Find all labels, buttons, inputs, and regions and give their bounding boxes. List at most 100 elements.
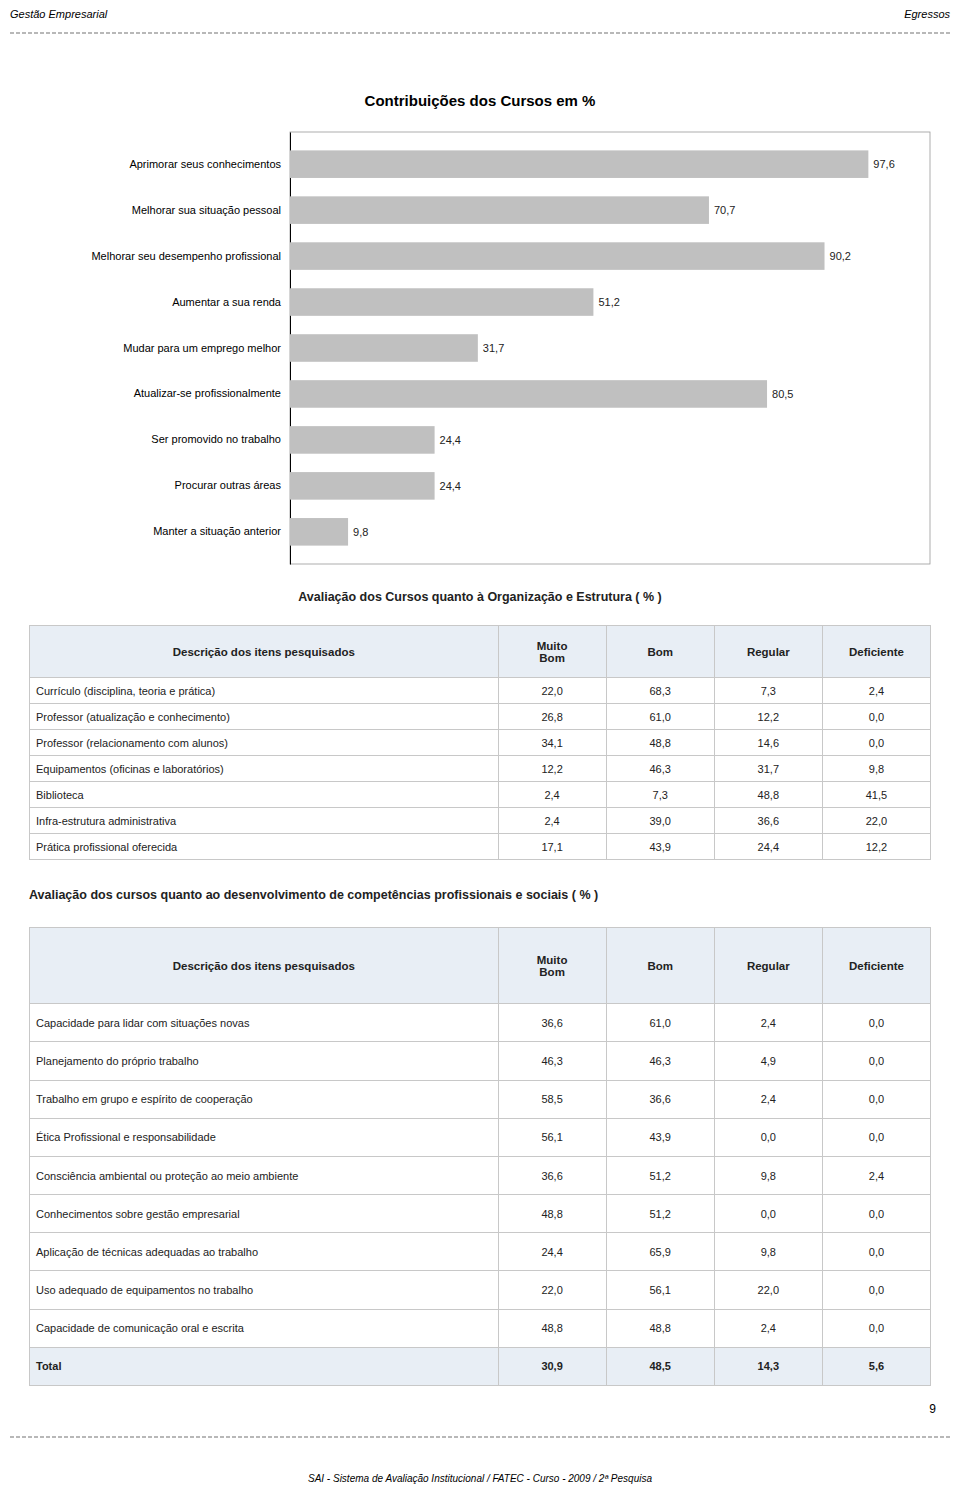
table-cell: 31,7: [714, 756, 822, 782]
table-cell: 48,8: [498, 1195, 606, 1233]
table-cell: 56,1: [498, 1118, 606, 1156]
y-tick: Melhorar sua situação pessoal: [132, 204, 281, 216]
table-cell: 39,0: [606, 808, 714, 834]
table-row: Infra-estrutura administrativa2,439,036,…: [30, 808, 931, 834]
table-header-cell: Bom: [606, 626, 714, 678]
table-total-cell: 14,3: [714, 1347, 822, 1385]
table-cell: 34,1: [498, 730, 606, 756]
table-cell: Currículo (disciplina, teoria e prática): [30, 678, 499, 704]
table-cell: 68,3: [606, 678, 714, 704]
y-tick-label: Melhorar seu desempenho profissional: [91, 250, 281, 262]
table-cell: 9,8: [822, 756, 930, 782]
data-label: 97,6: [873, 158, 894, 170]
table-cell: 12,2: [822, 834, 930, 860]
table-cell: 2,4: [498, 808, 606, 834]
table-cell: 61,0: [606, 1004, 714, 1042]
page-svg: Gestão EmpresarialEgressos9SAI - Sistema…: [0, 0, 960, 1507]
data-labels: 97,670,790,251,231,780,524,424,49,8: [353, 158, 895, 538]
table-header-cell: Deficiente: [822, 626, 930, 678]
table: Descrição dos itens pesquisadosMuito Bom…: [29, 625, 931, 860]
table-cell: 0,0: [822, 1004, 930, 1042]
table-cell: 48,8: [498, 1309, 606, 1347]
table-header-cell: Descrição dos itens pesquisados: [30, 928, 499, 1004]
table-cell: 24,4: [714, 834, 822, 860]
table-cell: 17,1: [498, 834, 606, 860]
table-header-row: Descrição dos itens pesquisadosMuito Bom…: [30, 928, 931, 1004]
plot-frame: [290, 132, 930, 564]
data-label: 24,4: [440, 434, 461, 446]
table-cell: 2,4: [498, 782, 606, 808]
table-cell: 48,8: [606, 730, 714, 756]
table-cell: Infra-estrutura administrativa: [30, 808, 499, 834]
y-tick-label: Aprimorar seus conhecimentos: [129, 158, 281, 170]
table-cell: 12,2: [498, 756, 606, 782]
data-label: 24,4: [440, 480, 461, 492]
table-header-row: Descrição dos itens pesquisadosMuito Bom…: [30, 626, 931, 678]
table-cell: 22,0: [822, 808, 930, 834]
table-cell: 58,5: [498, 1080, 606, 1118]
table-cell: 46,3: [606, 756, 714, 782]
table-cell: 22,0: [498, 678, 606, 704]
y-tick-label: Melhorar sua situação pessoal: [132, 204, 281, 216]
table-cell: 0,0: [822, 1195, 930, 1233]
table-row: Equipamentos (oficinas e laboratórios)12…: [30, 756, 931, 782]
table-cell: 0,0: [822, 1271, 930, 1309]
table-cell: 36,6: [498, 1156, 606, 1194]
table-cell: 36,6: [714, 808, 822, 834]
table-cell: 46,3: [498, 1042, 606, 1080]
table-cell: 22,0: [714, 1271, 822, 1309]
table-row: Planejamento do próprio trabalho46,346,3…: [30, 1042, 931, 1080]
table-cell: 0,0: [714, 1195, 822, 1233]
table-total-cell: 30,9: [498, 1347, 606, 1385]
y-tick-label: Atualizar-se profissionalmente: [134, 387, 281, 399]
data-label: 90,2: [830, 250, 851, 262]
table-cell: Professor (relacionamento com alunos): [30, 730, 499, 756]
table-cell: Professor (atualização e conhecimento): [30, 704, 499, 730]
table-cell: 9,8: [714, 1233, 822, 1271]
y-tick-label: Manter a situação anterior: [153, 525, 281, 537]
table-cell: 43,9: [606, 1118, 714, 1156]
bar: [290, 196, 709, 224]
table-cell: 36,6: [606, 1080, 714, 1118]
header-rule: [10, 33, 950, 34]
table-cell: 22,0: [498, 1271, 606, 1309]
table-row: Professor (atualização e conhecimento)26…: [30, 704, 931, 730]
table-cell: 51,2: [606, 1195, 714, 1233]
table-row: Uso adequado de equipamentos no trabalho…: [30, 1271, 931, 1309]
table-row: Aplicação de técnicas adequadas ao traba…: [30, 1233, 931, 1271]
table-cell: 0,0: [822, 704, 930, 730]
footer-text: SAI - Sistema de Avaliação Institucional…: [308, 1473, 652, 1484]
table-row: Consciência ambiental ou proteção ao mei…: [30, 1156, 931, 1194]
table-cell: 7,3: [606, 782, 714, 808]
table-row: Conhecimentos sobre gestão empresarial48…: [30, 1195, 931, 1233]
y-tick-label: Ser promovido no trabalho: [151, 433, 281, 445]
y-tick: Manter a situação anterior: [153, 525, 281, 537]
y-tick: Atualizar-se profissionalmente: [134, 387, 281, 399]
table-total-cell: Total: [30, 1347, 499, 1385]
table-cell: Prática profissional oferecida: [30, 834, 499, 860]
y-tick: Mudar para um emprego melhor: [123, 342, 281, 354]
table-cell: 0,0: [822, 1118, 930, 1156]
table-cell: 2,4: [714, 1309, 822, 1347]
bar: [290, 150, 868, 178]
table-row: Ética Profissional e responsabilidade56,…: [30, 1118, 931, 1156]
data-label: 80,5: [772, 388, 793, 400]
table-header-cell: Regular: [714, 928, 822, 1004]
table-cell: 12,2: [714, 704, 822, 730]
table-header-cell: Bom: [606, 928, 714, 1004]
y-tick: Procurar outras áreas: [175, 479, 282, 491]
table-cell: 0,0: [822, 1080, 930, 1118]
y-axis: Aprimorar seus conhecimentos Melhorar sua…: [91, 133, 290, 565]
table-row: Biblioteca2,47,348,841,5: [30, 782, 931, 808]
table-cell: 48,8: [714, 782, 822, 808]
table-cell: 41,5: [822, 782, 930, 808]
table-cell: 4,9: [714, 1042, 822, 1080]
table-cell: 14,6: [714, 730, 822, 756]
table-title: Avaliação dos cursos quanto ao desenvolv…: [29, 888, 931, 902]
table-row: Prática profissional oferecida17,143,924…: [30, 834, 931, 860]
chart-title: Contribuições dos Cursos em %: [365, 92, 596, 109]
table-row: Capacidade para lidar com situações nova…: [30, 1004, 931, 1042]
header-right: Egressos: [904, 8, 950, 20]
table-cell: Capacidade para lidar com situações nova…: [30, 1004, 499, 1042]
table-cell: Trabalho em grupo e espírito de cooperaç…: [30, 1080, 499, 1118]
